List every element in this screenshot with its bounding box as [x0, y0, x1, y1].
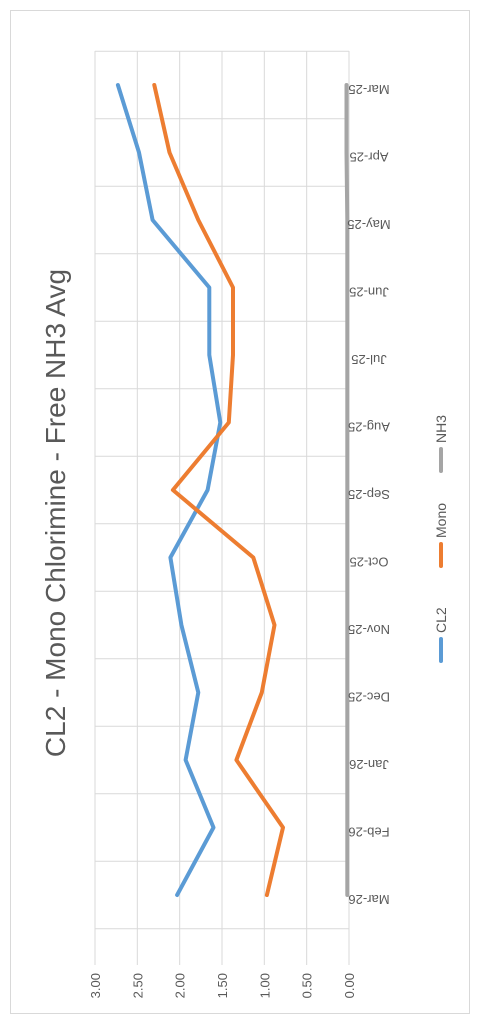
legend-label-nh3: NH3 — [433, 415, 449, 443]
x-tick-label: Apr-25 — [349, 150, 388, 165]
chart-title-group: CL2 - Mono Chlorimine - Free NH3 Avg — [40, 269, 71, 757]
chart-frame: 0.00 0.50 1.00 1.50 2.00 2.50 3.00 Mar-25 Apr-25… — [10, 10, 470, 1014]
gridlines — [94, 50, 349, 965]
y-tick-label: 0.50 — [300, 973, 315, 998]
x-tick-label: May-25 — [347, 217, 390, 232]
x-tick-label: Feb-26 — [348, 825, 389, 840]
chart-svg: 0.00 0.50 1.00 1.50 2.00 2.50 3.00 Mar-25 Apr-25… — [40, 50, 449, 998]
y-tick-label: 3.00 — [88, 973, 103, 998]
x-tick-label: Jun-25 — [349, 285, 389, 300]
tick-labels: 0.00 0.50 1.00 1.50 2.00 2.50 3.00 Mar-25 Apr-25… — [88, 82, 391, 998]
legend: CL2 Mono NH3 — [433, 415, 449, 663]
x-tick-label: Nov-25 — [348, 622, 390, 637]
y-tick-label: 2.00 — [173, 973, 188, 998]
y-tick-label: 1.00 — [257, 973, 272, 998]
series-line-nh3 — [344, 83, 350, 897]
y-tick-label: 2.50 — [130, 973, 145, 998]
x-tick-label: Jul-25 — [351, 352, 386, 367]
legend-label-mono: Mono — [433, 503, 449, 538]
x-tick-label: Sep-25 — [348, 487, 390, 502]
legend-label-cl2: CL2 — [433, 607, 449, 633]
x-tick-label: Dec-25 — [348, 690, 390, 705]
x-tick-label: Jan-26 — [349, 757, 389, 772]
x-tick-label: Oct-25 — [349, 555, 388, 570]
y-tick-label: 1.50 — [215, 973, 230, 998]
x-tick-label: Mar-25 — [348, 82, 389, 97]
chart-title: CL2 - Mono Chlorimine - Free NH3 Avg — [40, 269, 71, 757]
x-tick-label: Mar-26 — [348, 892, 389, 907]
series-line-mono — [152, 83, 285, 897]
y-tick-label: 0.00 — [342, 973, 357, 998]
series-lines — [115, 83, 350, 897]
series-line-cl2 — [115, 83, 223, 897]
x-tick-label: Aug-25 — [348, 420, 390, 435]
